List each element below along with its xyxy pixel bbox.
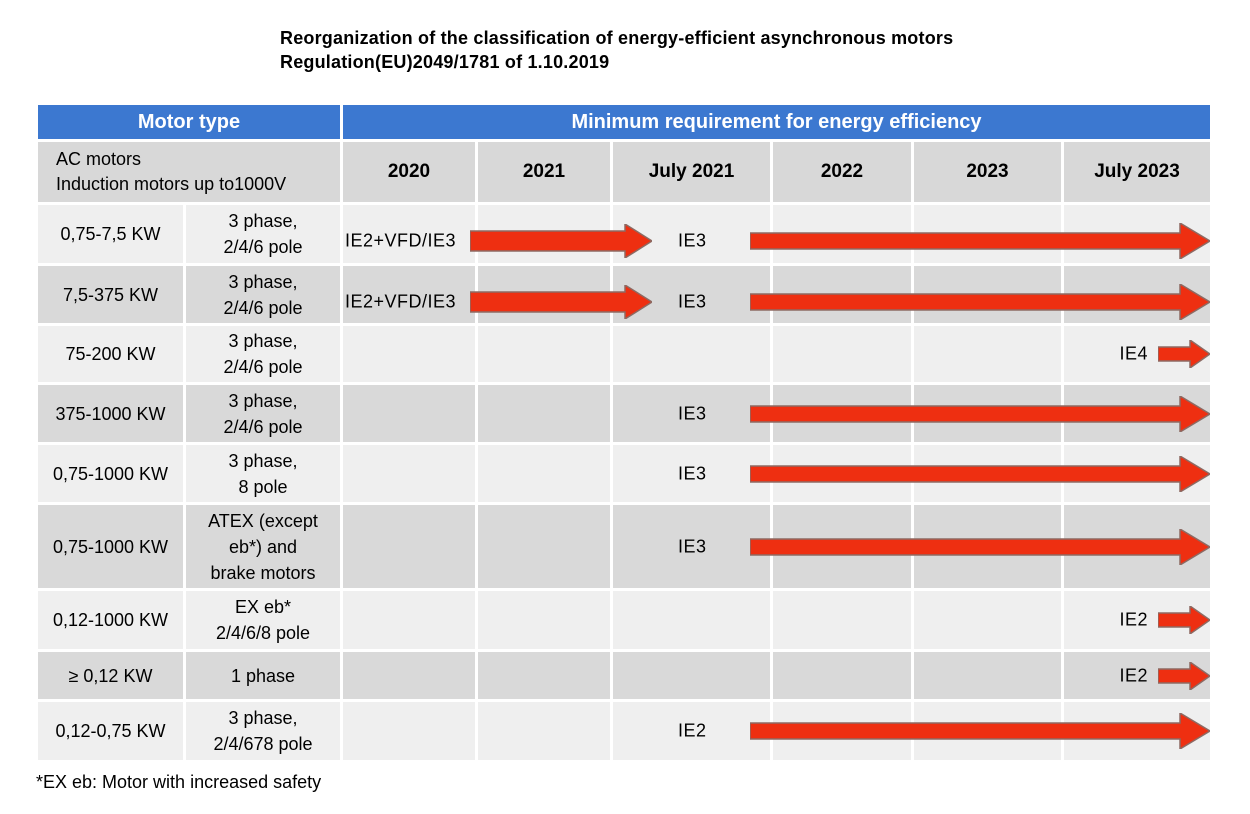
power-range: ≥ 0,12 KW — [38, 652, 183, 699]
title-line-1: Reorganization of the classification of … — [280, 28, 954, 48]
power-range: 0,75-7,5 KW — [38, 205, 183, 263]
motor-spec: 3 phase, 2/4/6 pole — [186, 205, 340, 263]
title-line-2: Regulation(EU)2049/1781 of 1.10.2019 — [280, 52, 610, 72]
motor-spec: 1 phase — [186, 652, 340, 699]
table-row: ≥ 0,12 KW 1 phase IE2 — [38, 652, 1210, 699]
motor-spec: 3 phase, 2/4/6 pole — [186, 266, 340, 323]
table-row: 0,75-1000 KW ATEX (except eb*) and brake… — [38, 505, 1210, 588]
year-2020: 2020 — [343, 142, 475, 202]
motor-type-header: Motor type — [38, 105, 340, 139]
table-row: 75-200 KW 3 phase, 2/4/6 pole IE4 — [38, 326, 1210, 382]
table-row: 375-1000 KW 3 phase, 2/4/6 pole IE3 — [38, 385, 1210, 442]
motor-spec: 3 phase, 8 pole — [186, 445, 340, 502]
power-range: 75-200 KW — [38, 326, 183, 382]
year-july-2023: July 2023 — [1064, 142, 1210, 202]
table-row: 0,12-1000 KW EX eb* 2/4/6/8 pole IE2 — [38, 591, 1210, 649]
power-range: 0,12-0,75 KW — [38, 702, 183, 760]
motor-spec: 3 phase, 2/4/678 pole — [186, 702, 340, 760]
motor-spec: 3 phase, 2/4/6 pole — [186, 326, 340, 382]
year-2023: 2023 — [914, 142, 1061, 202]
power-range: 0,12-1000 KW — [38, 591, 183, 649]
table-header-row: Motor type Minimum requirement for energ… — [38, 105, 1210, 139]
year-header-row: AC motors Induction motors up to1000V 20… — [38, 142, 1210, 202]
year-july-2021: July 2021 — [613, 142, 770, 202]
table-row: 7,5-375 KW 3 phase, 2/4/6 pole IE2+VFD/I… — [38, 266, 1210, 323]
power-range: 0,75-1000 KW — [38, 445, 183, 502]
motors-table: Motor type Minimum requirement for energ… — [38, 105, 1210, 763]
footnote: *EX eb: Motor with increased safety — [36, 772, 322, 792]
year-2022: 2022 — [773, 142, 911, 202]
motor-spec: EX eb* 2/4/6/8 pole — [186, 591, 340, 649]
motor-spec: ATEX (except eb*) and brake motors — [186, 505, 340, 588]
motor-spec: 3 phase, 2/4/6 pole — [186, 385, 340, 442]
power-range: 7,5-375 KW — [38, 266, 183, 323]
table-row: 0,75-7,5 KW 3 phase, 2/4/6 pole IE2+VFD/… — [38, 205, 1210, 263]
requirement-header: Minimum requirement for energy efficienc… — [343, 105, 1210, 139]
table-row: 0,75-1000 KW 3 phase, 8 pole IE3 — [38, 445, 1210, 502]
table-row: 0,12-0,75 KW 3 phase, 2/4/678 pole IE2 — [38, 702, 1210, 760]
page-title: Reorganization of the classification of … — [280, 26, 953, 74]
year-2021: 2021 — [478, 142, 610, 202]
motor-description: AC motors Induction motors up to1000V — [38, 142, 340, 202]
power-range: 0,75-1000 KW — [38, 505, 183, 588]
power-range: 375-1000 KW — [38, 385, 183, 442]
